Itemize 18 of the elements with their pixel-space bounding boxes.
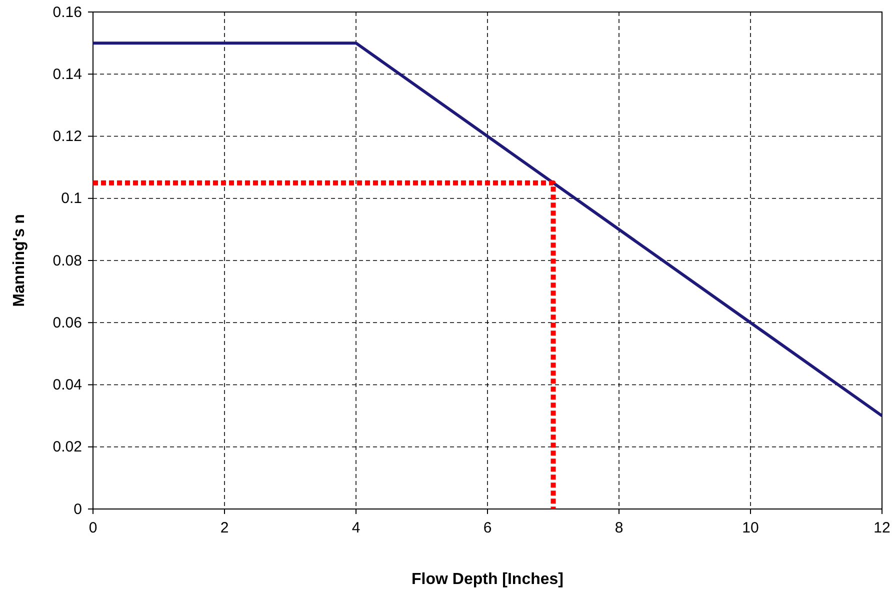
y-tick-label: 0.16 xyxy=(52,4,82,21)
x-tick-label: 6 xyxy=(483,520,492,537)
x-axis-title: Flow Depth [Inches] xyxy=(412,571,564,588)
x-tick-label: 2 xyxy=(220,520,229,537)
x-tick-label: 10 xyxy=(742,520,759,537)
y-tick-label: 0 xyxy=(74,500,82,518)
y-tick-label: 0.12 xyxy=(52,128,82,146)
x-tick-label: 0 xyxy=(88,520,98,537)
y-tick-label: 0.04 xyxy=(52,376,82,394)
y-tick-label: 0.02 xyxy=(52,438,82,456)
y-tick-label: 0.14 xyxy=(52,66,82,83)
x-tick-label: 12 xyxy=(874,520,890,537)
y-axis-title: Manning's n xyxy=(11,214,28,307)
x-tick-label: 8 xyxy=(614,520,624,537)
y-tick-label: 0.1 xyxy=(61,190,82,208)
x-tick-label: 4 xyxy=(352,520,360,537)
y-tick-label: 0.08 xyxy=(52,252,82,270)
y-tick-label: 0.06 xyxy=(52,314,82,332)
